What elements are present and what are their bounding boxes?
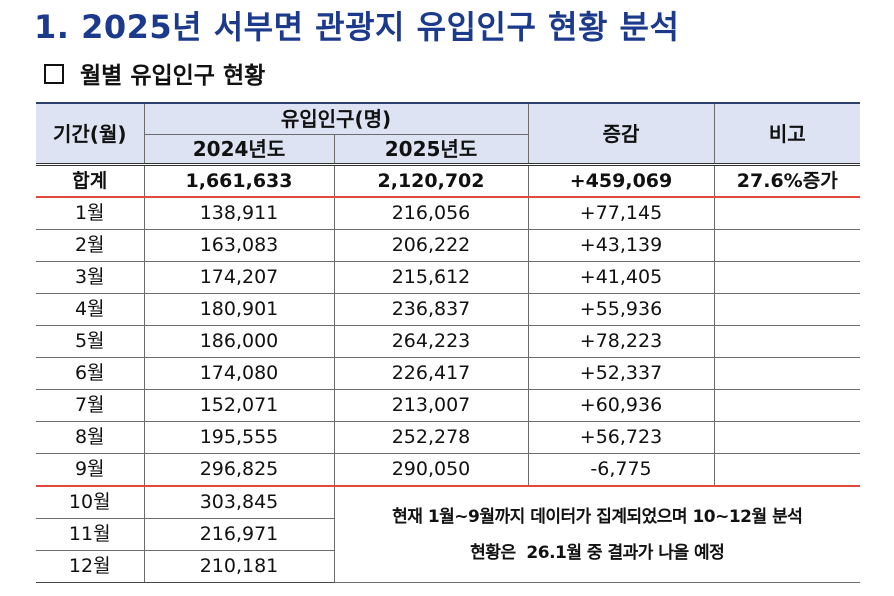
table-subheader-row: 2024년도 2025년도 [36,134,860,166]
value-2025-cell: 213,007 [333,389,529,422]
remark-cell [713,293,860,326]
table-row: 6월 174,080 226,417 +52,337 [36,357,860,390]
value-2024-cell: 303,845 [143,485,335,519]
value-2024-cell: 138,911 [143,196,335,230]
month-cell: 2월 [36,229,145,262]
remark-cell [713,389,860,422]
table-row: 4월 180,901 236,837 +55,936 [36,293,860,326]
header-2025: 2025년도 [333,134,528,166]
value-2024-cell: 186,000 [143,325,335,358]
value-2025-cell: 226,417 [333,357,529,390]
month-cell: 10월 [36,485,145,519]
remark-cell [713,261,860,294]
value-2025-cell: 290,050 [333,453,529,487]
month-cell: 9월 [36,453,145,487]
change-cell: +78,223 [527,325,715,358]
change-cell: +56,723 [527,421,715,454]
month-cell: 8월 [36,421,145,454]
monthly-inflow-table: 기간(월) 유입인구(명) 증감 비고 2024년도 2025년도 합계 1,6… [36,102,860,583]
section-title: 월별 유입인구 현황 [44,56,265,90]
change-cell: +43,139 [527,229,715,262]
remark-cell [713,229,860,262]
value-2024-cell: 195,555 [143,421,335,454]
table-row-pending: 11월 216,971 [36,518,860,551]
table-row-pending: 12월 210,181 [36,550,860,583]
remark-cell [713,421,860,454]
header-inflow: 유입인구(명) [143,102,529,135]
remark-cell [713,453,860,487]
table-row: 3월 174,207 215,612 +41,405 [36,261,860,294]
table-row: 8월 195,555 252,278 +56,723 [36,421,860,454]
value-2025-cell: 252,278 [333,421,529,454]
table-row: 7월 152,071 213,007 +60,936 [36,389,860,422]
value-2024-cell: 174,207 [143,261,335,294]
month-cell: 3월 [36,261,145,294]
value-2024-cell: 210,181 [143,550,334,583]
value-2024-cell: 152,071 [143,389,335,422]
value-2025-cell: 215,612 [333,261,529,294]
value-2025-cell: 206,222 [333,229,529,262]
value-2024-cell: 163,083 [143,229,335,262]
value-2024-cell: 216,971 [143,518,334,551]
total-change: +459,069 [527,164,715,198]
pending-note-line-2: 현황은 26.1월 중 결과가 나올 예정 [470,542,725,563]
value-2024-cell: 174,080 [143,357,335,390]
value-2025-cell: 236,837 [333,293,529,326]
remark-cell [713,357,860,390]
value-2025-cell: 216,056 [333,196,529,230]
month-cell: 7월 [36,389,145,422]
remark-cell [713,196,860,230]
header-remarks: 비고 [713,102,860,166]
document-title: 1. 2025년 서부면 관광지 유입인구 현황 분석 [34,8,680,46]
value-2024-cell: 296,825 [143,453,335,487]
total-label: 합계 [36,164,145,198]
value-2025-cell: 264,223 [333,325,529,358]
change-cell: -6,775 [527,453,715,487]
change-cell: +55,936 [527,293,715,326]
table-row: 2월 163,083 206,222 +43,139 [36,229,860,262]
change-cell: +77,145 [527,196,715,230]
total-2024: 1,661,633 [143,164,335,198]
change-cell: +41,405 [527,261,715,294]
change-cell: +52,337 [527,357,715,390]
header-period: 기간(월) [36,102,145,166]
month-cell: 6월 [36,357,145,390]
month-cell: 1월 [36,196,145,230]
remark-cell [713,325,860,358]
table-header-row: 기간(월) 유입인구(명) 증감 비고 [36,102,860,166]
checkbox-square-icon [44,64,64,84]
total-row: 합계 1,661,633 2,120,702 +459,069 27.6%증가 [36,164,860,198]
total-2025: 2,120,702 [333,164,529,198]
table-row: 5월 186,000 264,223 +78,223 [36,325,860,358]
header-2024: 2024년도 [144,134,335,166]
change-cell: +60,936 [527,389,715,422]
month-cell: 4월 [36,293,145,326]
month-cell: 12월 [36,550,145,583]
month-cell: 5월 [36,325,145,358]
table-row: 9월 296,825 290,050 -6,775 [36,453,860,487]
section-title-text: 월별 유입인구 현황 [80,63,266,89]
value-2024-cell: 180,901 [143,293,335,326]
pending-note-line-1: 현재 1월~9월까지 데이터가 집계되었으며 10~12월 분석 [392,506,803,527]
month-cell: 11월 [36,518,145,551]
table-row: 1월 138,911 216,056 +77,145 [36,196,860,230]
table-row-pending: 10월 303,845 현재 1월~9월까지 데이터가 집계되었으며 10~12… [36,485,860,583]
total-remark: 27.6%증가 [713,164,860,198]
header-change: 증감 [527,102,715,166]
